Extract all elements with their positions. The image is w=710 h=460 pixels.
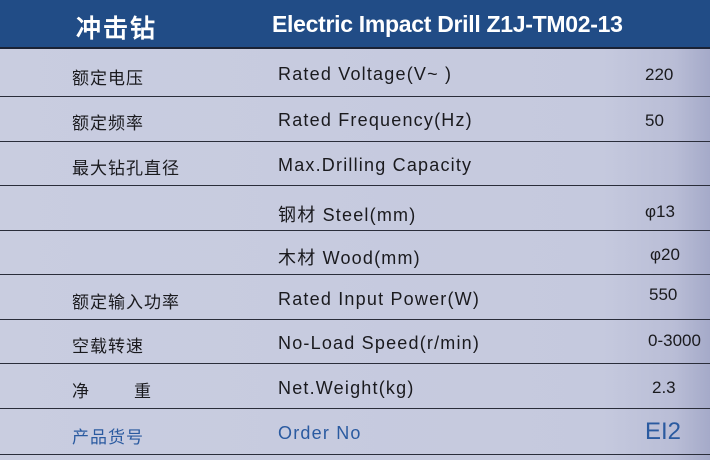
row-label-cn: 空载转速 <box>72 337 144 357</box>
row-label-en: Rated Voltage(V~ ) <box>278 64 453 84</box>
row-value: φ20 <box>650 245 680 264</box>
row-label-en: Rated Frequency(Hz) <box>278 109 473 130</box>
table-row: 空载转速 No-Load Speed(r/min) 0-3000 <box>0 320 710 364</box>
title-chinese: 冲击钻 <box>76 14 158 43</box>
row-label-en: 钢材 Steel(mm) <box>278 204 417 225</box>
table-row: 钢材 Steel(mm) φ13 <box>0 187 710 231</box>
table-row: 最大钻孔直径 Max.Drilling Capacity <box>0 142 710 186</box>
net-char: 净 <box>72 381 90 402</box>
table-header: 冲击钻 Electric Impact Drill Z1J-TM02-13 <box>0 0 710 49</box>
row-value: 2.3 <box>652 377 676 397</box>
row-label-en: Rated Input Power(W) <box>278 288 481 309</box>
row-value: 220 <box>645 65 674 84</box>
weight-char: 重 <box>134 381 152 402</box>
row-label-en: No-Load Speed(r/min) <box>278 333 481 353</box>
row-value: φ13 <box>645 201 675 221</box>
row-label-en: Net.Weight(kg) <box>278 377 415 398</box>
table-row-order: 产品货号 Order No EI2 <box>0 409 710 455</box>
title-english: Electric Impact Drill Z1J-TM02-13 <box>272 11 623 37</box>
row-label-cn: 最大钻孔直径 <box>72 159 180 179</box>
row-label-en: 木材 Wood(mm) <box>278 248 421 268</box>
row-label-en: Max.Drilling Capacity <box>278 155 473 175</box>
row-label-en: Order No <box>278 423 362 443</box>
table-row: 额定电压 Rated Voltage(V~ ) 220 <box>0 49 710 97</box>
row-label-cn: 产品货号 <box>72 428 144 448</box>
row-value: 550 <box>649 284 678 304</box>
row-label-cn: 额定电压 <box>72 69 144 89</box>
order-number: EI2 <box>645 418 682 445</box>
table-row: 木材 Wood(mm) φ20 <box>0 231 710 275</box>
table-row: 净重 Net.Weight(kg) 2.3 <box>0 365 710 409</box>
row-label-cn: 额定频率 <box>72 113 144 134</box>
table-row: 额定频率 Rated Frequency(Hz) 50 <box>0 98 710 142</box>
row-label-cn: 额定输入功率 <box>72 292 180 313</box>
row-value: 0-3000 <box>648 331 701 350</box>
table-row: 额定输入功率 Rated Input Power(W) 550 <box>0 276 710 320</box>
row-value: 50 <box>645 110 664 130</box>
row-label-cn: 净重 <box>72 377 152 402</box>
